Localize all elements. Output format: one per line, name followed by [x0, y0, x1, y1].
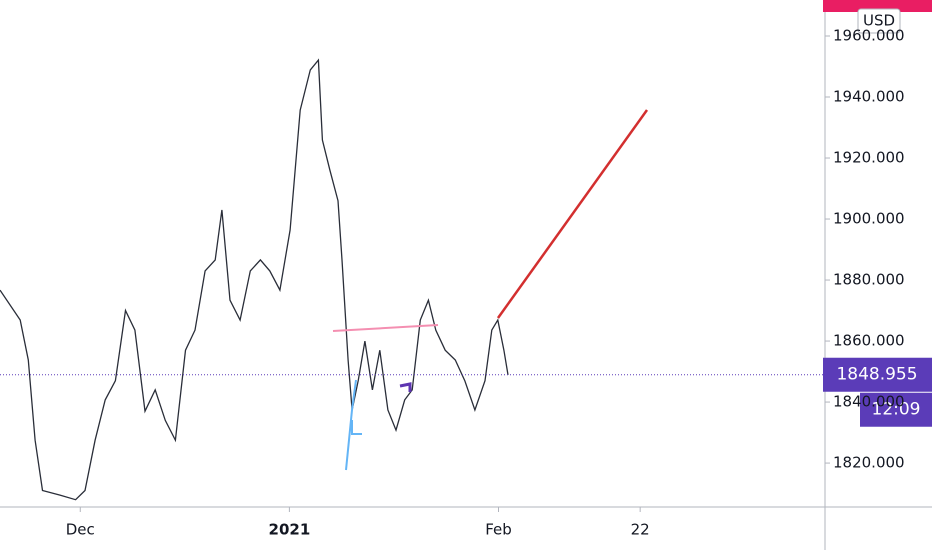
currency-box: [857, 8, 901, 34]
high-price-label: [823, 0, 932, 12]
plot-area: [0, 58, 825, 501]
drawing: [345, 379, 357, 471]
price-line: [0, 58, 509, 501]
y-tick-label: 1900.000: [833, 210, 905, 228]
horizontal-line: [332, 324, 439, 332]
y-tick-label: 1940.000: [833, 88, 905, 106]
y-tick-label: 1960.000: [833, 26, 905, 44]
x-tick-label: Feb: [485, 521, 512, 539]
drawing: [399, 382, 412, 392]
y-tick-label: 1880.000: [833, 271, 905, 289]
drawing: [351, 420, 362, 435]
y-tick-label: 1860.000: [833, 332, 905, 350]
last-price-box: [823, 357, 932, 392]
y-tick-label: 1840.000: [833, 393, 905, 411]
x-tick-label: 22: [631, 521, 650, 539]
countdown: 12:09: [872, 400, 921, 420]
currency: USD: [863, 12, 895, 30]
last-price-label: 1848.955: [836, 365, 917, 385]
countdown-box: [860, 392, 932, 427]
price-labels: USD 1848.955 12:09: [823, 0, 932, 427]
y-tick-label: 1820.000: [833, 454, 905, 472]
trend-line: [496, 109, 649, 319]
x-tick-label: 2021: [269, 521, 311, 539]
x-tick-label: Dec: [66, 521, 95, 539]
y-tick-label: 1920.000: [833, 149, 905, 167]
